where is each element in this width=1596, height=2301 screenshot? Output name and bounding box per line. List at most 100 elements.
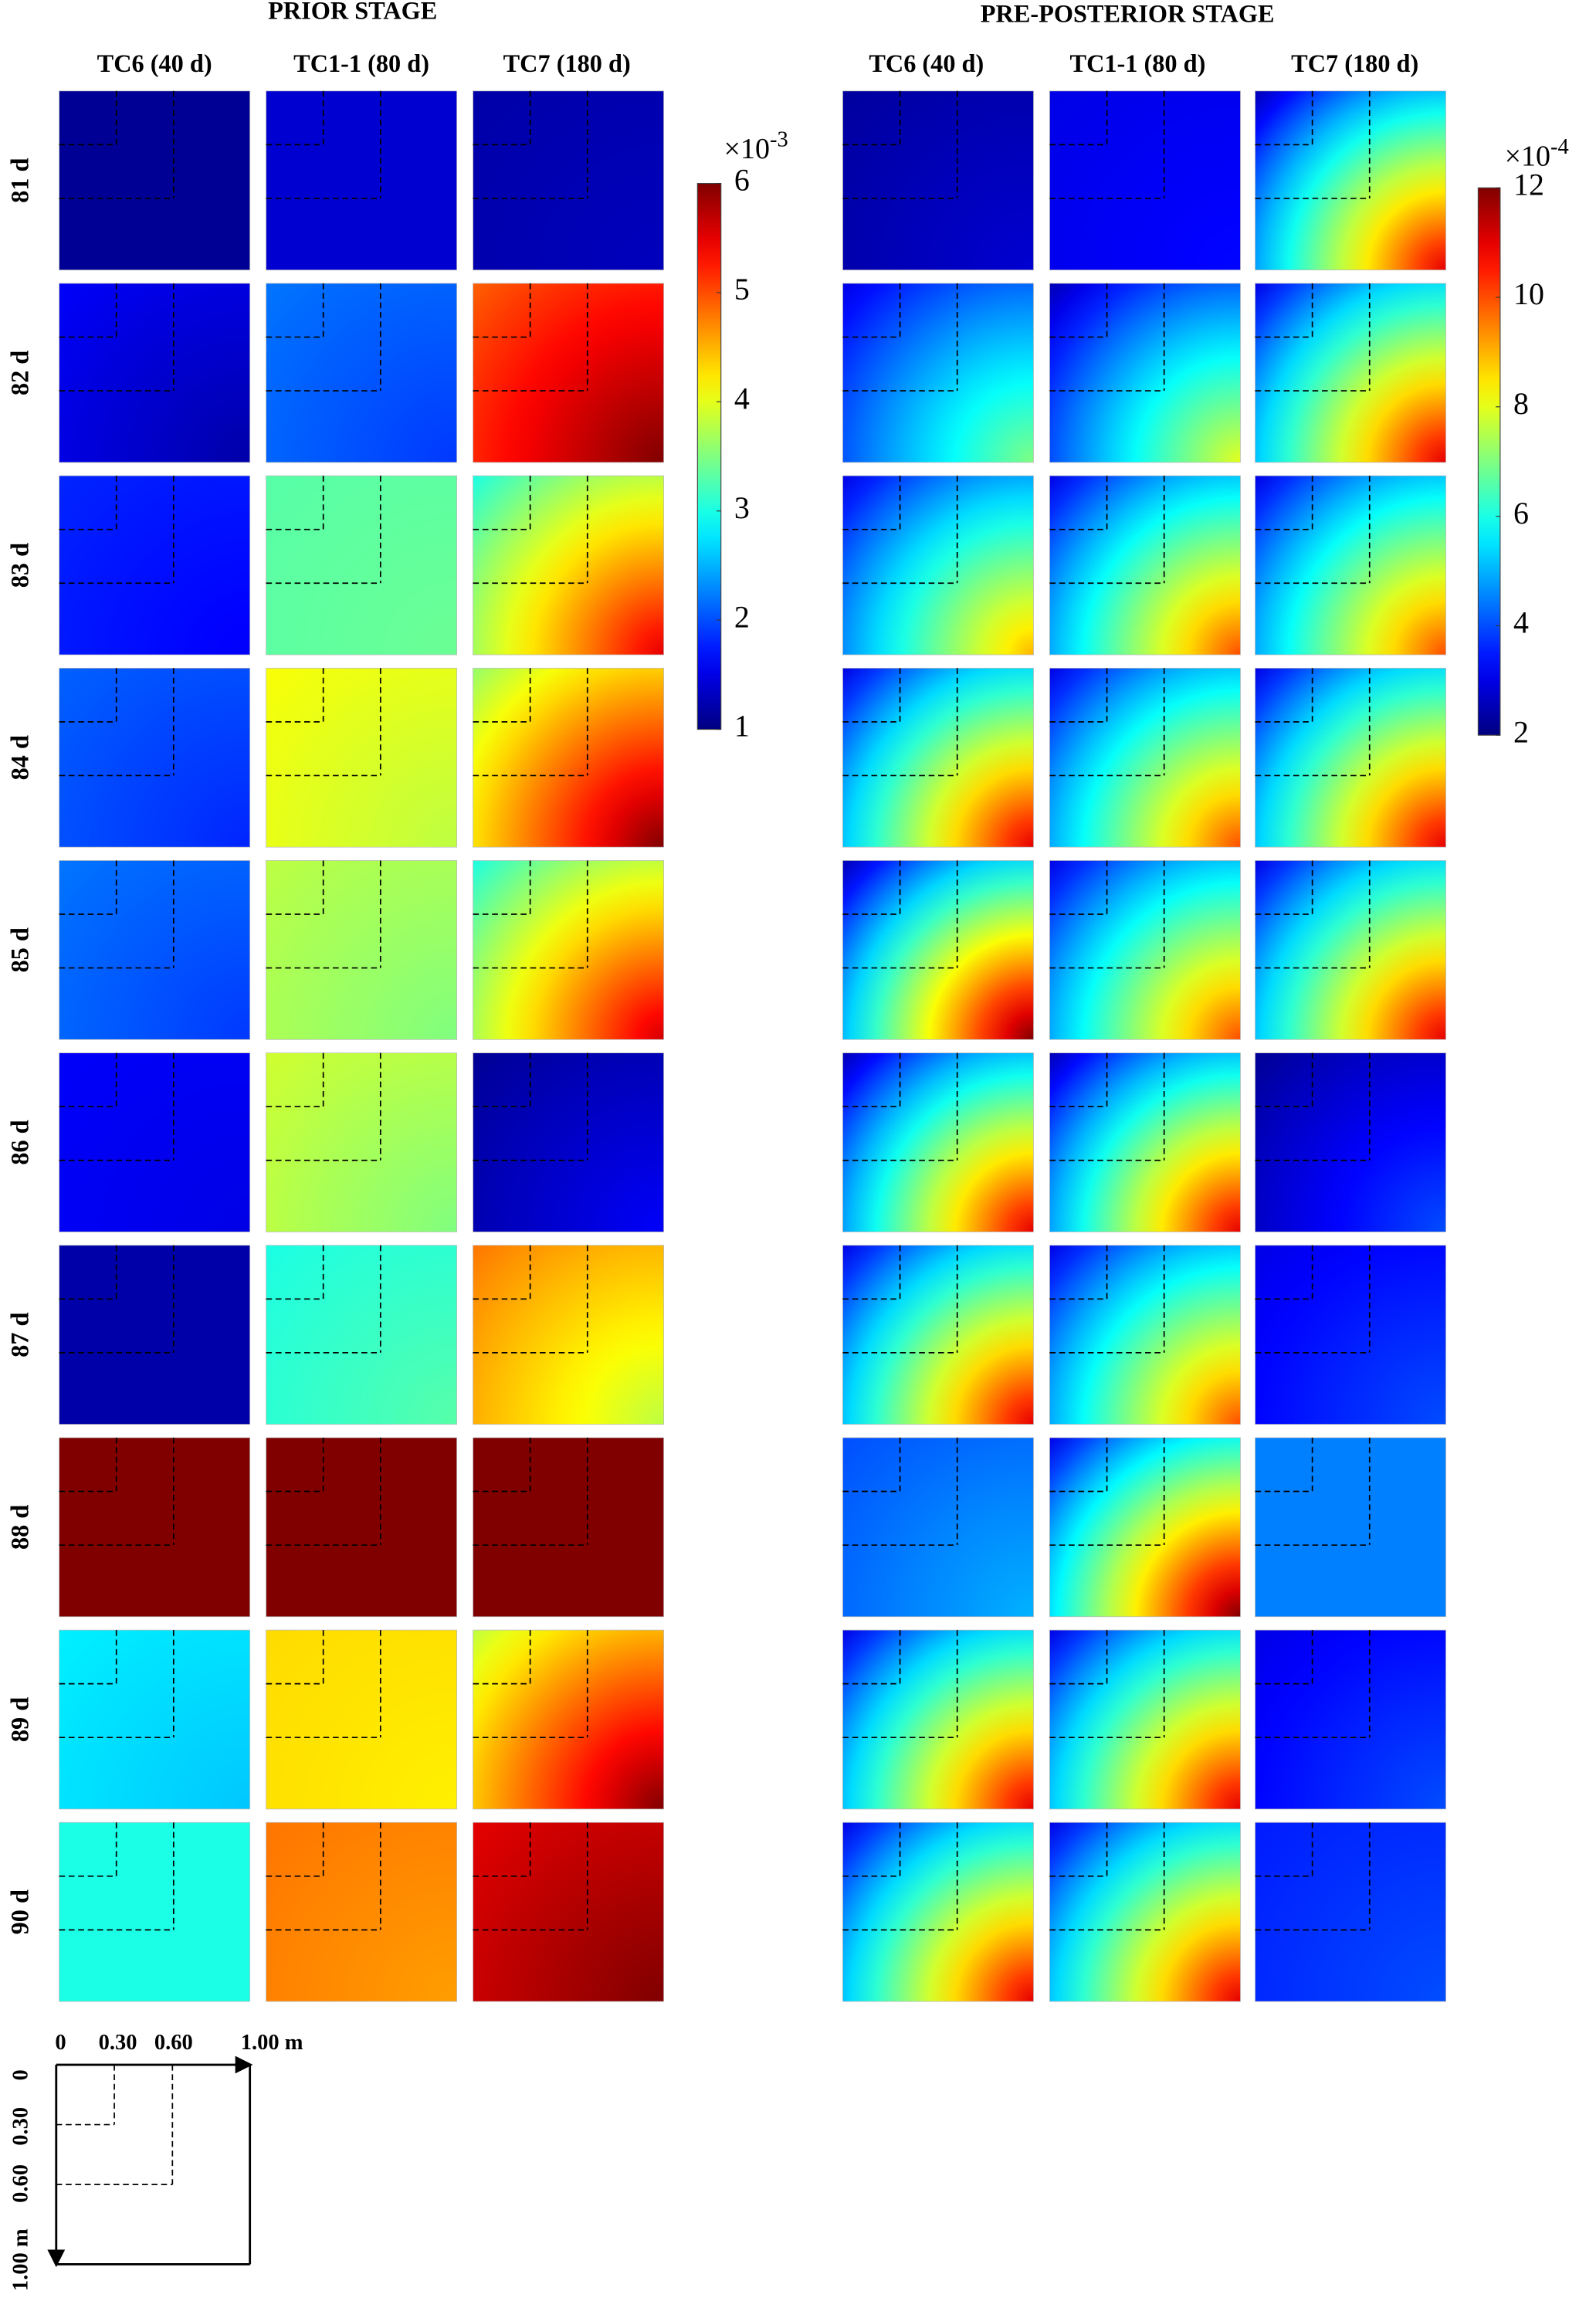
heatmap-panel <box>1255 1629 1446 1810</box>
colorbar-tick-label: 2 <box>1513 714 1529 749</box>
heatmap-panel <box>59 667 251 848</box>
heatmap-panel <box>1049 1437 1241 1618</box>
colorbar-tick-label: 3 <box>734 490 750 525</box>
heatmap-panel <box>842 1437 1034 1618</box>
colorbar-tick-label: 8 <box>1513 386 1529 421</box>
schematic-x-arrow <box>235 2055 253 2074</box>
schematic-y-arrow <box>47 2249 66 2268</box>
heatmap-panel <box>59 90 251 271</box>
colorbar-base: ×10 <box>724 132 770 164</box>
heatmap-panel <box>842 283 1034 463</box>
heatmap-panel <box>1255 667 1446 848</box>
colorbar-tick-label: 12 <box>1513 167 1544 202</box>
heatmap-panel <box>1255 1052 1446 1232</box>
colorbar-exponent: -4 <box>1550 134 1569 158</box>
heatmap-panel <box>266 90 458 271</box>
heatmap-panel <box>266 475 458 656</box>
heatmap-panel <box>842 1052 1034 1232</box>
column-header: TC6 (40 d) <box>97 49 212 77</box>
heatmap-panel <box>266 1052 458 1232</box>
row-label: 89 d <box>5 1697 33 1742</box>
heatmap-panel <box>266 1245 458 1425</box>
column-header: TC7 (180 d) <box>503 49 631 77</box>
row-label: 86 d <box>5 1120 33 1164</box>
row-label: 88 d <box>5 1505 33 1550</box>
heatmap-panel <box>266 1437 458 1618</box>
heatmap-panel <box>59 1437 251 1618</box>
heatmap-panel <box>59 1052 251 1232</box>
heatmap-panel <box>266 667 458 848</box>
colorbar <box>1477 187 1501 736</box>
heatmap-panel <box>59 1245 251 1425</box>
heatmap-panel <box>1255 90 1446 271</box>
heatmap-panel <box>59 475 251 656</box>
heatmap-panel <box>473 860 664 1040</box>
colorbar-tick-label: 4 <box>1513 605 1529 640</box>
heatmap-panel <box>1255 283 1446 463</box>
heatmap-panel <box>59 1821 251 2002</box>
schematic-x-label: 1.00 m <box>241 2031 303 2055</box>
row-label: 84 d <box>5 735 33 780</box>
heatmap-panel <box>842 1629 1034 1810</box>
heatmap-panel <box>1049 90 1241 271</box>
heatmap-panel <box>266 1821 458 2002</box>
heatmap-panel <box>473 1821 664 2002</box>
heatmap-panel <box>1049 475 1241 656</box>
colorbar-tick-label: 10 <box>1513 276 1544 311</box>
heatmap-panel <box>473 1245 664 1425</box>
schematic-y-label: 0.60 <box>9 2164 33 2203</box>
row-label: 90 d <box>5 1889 33 1934</box>
column-header: TC1-1 (80 d) <box>1070 49 1206 77</box>
heatmap-panel <box>842 1821 1034 2002</box>
heatmap-panel <box>266 1629 458 1810</box>
column-header: TC7 (180 d) <box>1291 49 1418 77</box>
heatmap-panel <box>473 90 664 271</box>
heatmap-panel <box>266 860 458 1040</box>
colorbar-tick-label: 6 <box>734 163 750 198</box>
heatmap-panel <box>473 1052 664 1232</box>
chart-title: PRIOR STAGE <box>268 0 437 25</box>
heatmap-panel <box>1255 1821 1446 2002</box>
colorbar-tick-label: 4 <box>734 381 750 416</box>
row-label: 87 d <box>5 1313 33 1357</box>
column-header: TC1-1 (80 d) <box>293 49 429 77</box>
heatmap-panel <box>59 283 251 463</box>
heatmap-panel <box>842 860 1034 1040</box>
colorbar-exponent: -3 <box>770 127 788 151</box>
heatmap-panel <box>1049 1245 1241 1425</box>
heatmap-panel <box>473 475 664 656</box>
schematic-y-label: 1.00 m <box>9 2228 33 2291</box>
colorbar <box>696 182 722 730</box>
colorbar-tick-label: 6 <box>1513 496 1529 530</box>
colorbar-scale: ×10-4 <box>1505 134 1569 171</box>
heatmap-panel <box>1255 1245 1446 1425</box>
schematic-y-label: 0 <box>9 2069 33 2080</box>
heatmap-panel <box>59 860 251 1040</box>
schematic-x-label: 0.30 <box>99 2031 137 2055</box>
heatmap-panel <box>473 1629 664 1810</box>
heatmap-panel <box>1255 860 1446 1040</box>
heatmap-panel <box>1255 475 1446 656</box>
heatmap-panel <box>1049 1821 1241 2002</box>
colorbar-tick-label: 1 <box>734 709 750 744</box>
heatmap-panel <box>473 667 664 848</box>
heatmap-panel <box>1049 1052 1241 1232</box>
heatmap-panel <box>842 667 1034 848</box>
row-label: 83 d <box>5 543 33 588</box>
heatmap-panel <box>1049 667 1241 848</box>
heatmap-panel <box>842 1245 1034 1425</box>
row-label: 82 d <box>5 351 33 395</box>
row-label: 85 d <box>5 927 33 972</box>
chart-title: PRE-POSTERIOR STAGE <box>981 0 1275 27</box>
schematic-x-label: 0 <box>55 2031 66 2055</box>
heatmap-panel <box>59 1629 251 1810</box>
heatmap-panel <box>1255 1437 1446 1618</box>
heatmap-panel <box>842 90 1034 271</box>
heatmap-panel <box>473 1437 664 1618</box>
colorbar-tick-label: 5 <box>734 272 750 307</box>
heatmap-panel <box>842 475 1034 656</box>
heatmap-panel <box>266 283 458 463</box>
heatmap-panel <box>1049 1629 1241 1810</box>
